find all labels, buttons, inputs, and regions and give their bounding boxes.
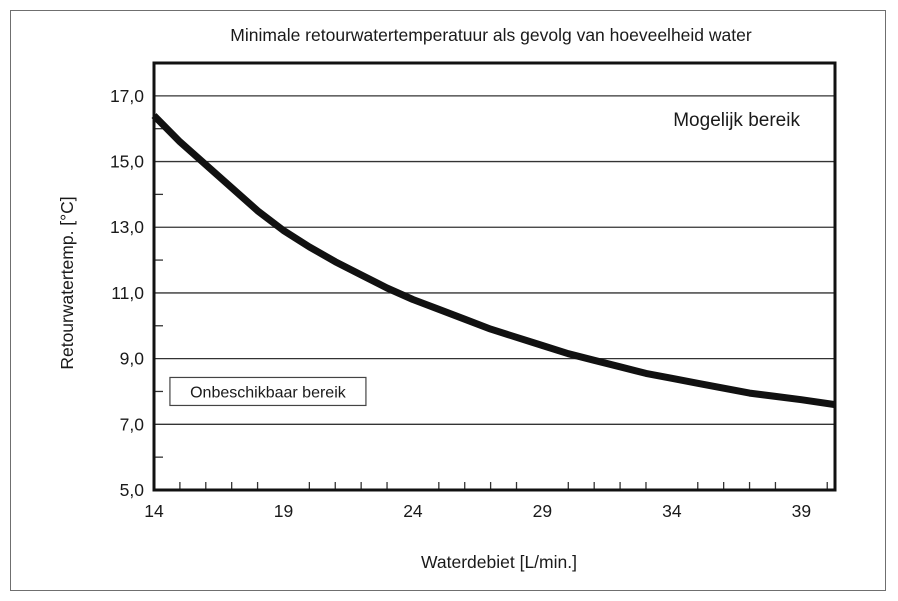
minor-ticks [154, 128, 828, 490]
x-tick-labels: 14 19 24 29 34 39 [144, 501, 811, 521]
x-tick-label: 39 [792, 501, 811, 521]
annotation-box [169, 376, 367, 407]
x-tick-label: 19 [274, 501, 293, 521]
x-tick-label: 34 [662, 501, 682, 521]
x-tick-label: 29 [533, 501, 552, 521]
chart-frame: 5,0 7,0 9,0 11,0 13,0 15,0 17,0 14 19 24 29 34 39 M… [10, 10, 886, 591]
y-axis-label: Retourwatertemp. [°C] [57, 196, 77, 369]
y-tick-label: 17,0 [110, 86, 144, 106]
y-tick-label: 5,0 [120, 480, 145, 500]
annotation-label: Onbeschikbaar bereik [190, 384, 347, 401]
plot-border [152, 61, 837, 492]
y-tick-label: 11,0 [111, 283, 144, 303]
x-tick-label: 24 [403, 501, 423, 521]
x-tick-label: 14 [144, 501, 164, 521]
chart: 5,0 7,0 9,0 11,0 13,0 15,0 17,0 14 19 24 29 34 39 M… [57, 25, 837, 572]
series-group [151, 113, 836, 409]
y-tick-label: 13,0 [110, 217, 144, 237]
chart-title: Minimale retourwatertemperatuur als gevo… [230, 25, 752, 45]
annotations: Mogelijk bereik Onbeschikbaar bereik [169, 110, 800, 407]
x-axis-label: Waterdebiet [L/min.] [421, 552, 577, 572]
y-tick-label: 7,0 [120, 414, 145, 434]
y-tick-labels: 5,0 7,0 9,0 11,0 13,0 15,0 17,0 [110, 86, 144, 500]
annotation-label: Mogelijk bereik [673, 110, 800, 131]
series-line-0 [151, 113, 836, 409]
y-tick-label: 9,0 [120, 349, 145, 369]
y-tick-label: 15,0 [110, 152, 144, 172]
grid-lines [154, 95, 835, 425]
